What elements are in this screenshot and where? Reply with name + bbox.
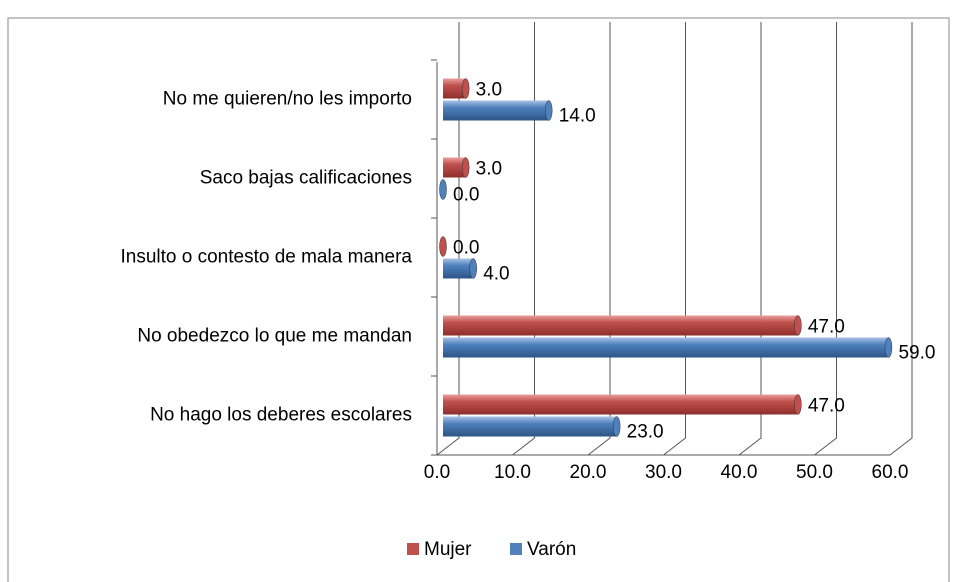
- grid-line: [738, 22, 762, 456]
- data-label: 3.0: [476, 80, 502, 101]
- grid-line: [512, 22, 535, 456]
- x-tick-label: 10.0: [494, 462, 531, 483]
- data-label: 59.0: [898, 343, 935, 364]
- data-label: 14.0: [559, 106, 596, 127]
- y-tick-label: No obedezco lo que me mandan: [137, 326, 412, 347]
- bar-cap: [439, 179, 447, 200]
- legend-swatch: [407, 543, 419, 555]
- data-label: 3.0: [476, 159, 502, 180]
- x-tick-label: 40.0: [721, 462, 758, 483]
- bar: [443, 100, 549, 121]
- data-label: 4.0: [483, 264, 509, 285]
- bar: [443, 258, 474, 279]
- bar-cap: [794, 394, 802, 415]
- x-tick-label: 60.0: [872, 462, 909, 483]
- bar: [443, 78, 466, 99]
- y-tick-label: Insulto o contesto de mala manera: [120, 247, 412, 268]
- bar-cap: [544, 100, 553, 121]
- legend-label: Varón: [527, 539, 576, 560]
- bar: [443, 337, 889, 358]
- bar: [443, 315, 798, 336]
- bar-cap: [439, 236, 447, 257]
- data-label: 47.0: [808, 317, 845, 338]
- legend-label: Mujer: [424, 539, 472, 560]
- data-label: 23.0: [627, 422, 664, 443]
- x-tick-label: 30.0: [645, 462, 682, 483]
- bar: [443, 416, 617, 437]
- bar-cap: [461, 157, 470, 178]
- grid-line: [889, 22, 913, 456]
- data-label: 0.0: [453, 238, 479, 259]
- grid-line: [587, 22, 611, 456]
- y-tick-label: Saco bajas calificaciones: [200, 168, 412, 189]
- data-label: 47.0: [808, 396, 845, 417]
- y-tick-label: No me quieren/no les importo: [163, 89, 412, 110]
- bar-cap: [612, 416, 621, 437]
- bar-cap: [794, 315, 802, 336]
- grid-line: [814, 22, 837, 456]
- x-tick-label: 50.0: [796, 462, 833, 483]
- data-label: 0.0: [453, 185, 479, 206]
- y-tick-label: No hago los deberes escolares: [150, 405, 412, 426]
- bar: [443, 157, 466, 178]
- legend-swatch: [510, 543, 522, 555]
- bar: [443, 394, 798, 415]
- grid-line: [663, 22, 686, 456]
- bar-cap: [461, 78, 470, 99]
- x-tick-label: 0.0: [424, 462, 450, 483]
- bar-cap: [469, 258, 477, 279]
- bar-cap: [884, 337, 893, 358]
- x-tick-label: 20.0: [570, 462, 607, 483]
